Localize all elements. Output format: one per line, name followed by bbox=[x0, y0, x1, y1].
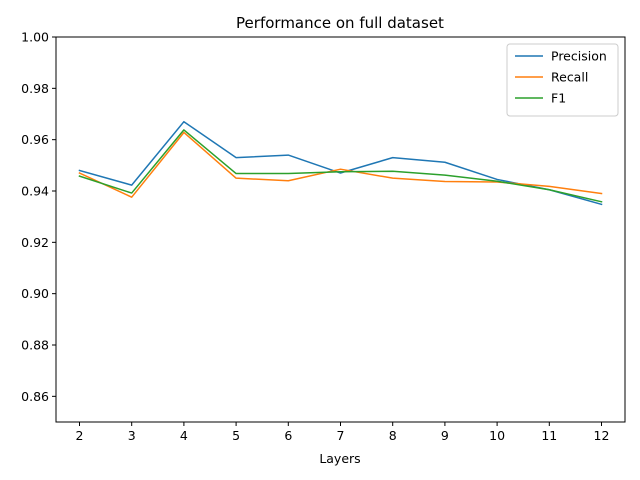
x-tick-label: 5 bbox=[232, 428, 240, 443]
y-tick-label: 0.88 bbox=[21, 338, 49, 353]
x-axis: 2 3 4 5 6 7 8 9 10 11 12 bbox=[76, 422, 610, 443]
x-tick-label: 8 bbox=[389, 428, 397, 443]
series-line-precision bbox=[78, 120, 603, 206]
x-tick-label: 12 bbox=[594, 428, 610, 443]
series-line-recall bbox=[78, 131, 603, 198]
y-tick-label: 0.92 bbox=[21, 235, 49, 250]
legend-label-precision: Precision bbox=[551, 49, 607, 64]
legend-label-recall: Recall bbox=[551, 70, 588, 85]
y-tick-label: 0.90 bbox=[21, 286, 49, 301]
plot-lines bbox=[78, 120, 603, 206]
y-axis: 0.86 0.88 0.90 0.92 0.94 0.96 0.98 1.00 bbox=[21, 30, 56, 404]
y-tick-label: 0.96 bbox=[21, 132, 49, 147]
y-tick-label: 1.00 bbox=[21, 30, 49, 45]
series-line-f1 bbox=[78, 129, 603, 203]
x-tick-label: 7 bbox=[337, 428, 345, 443]
x-axis-label: Layers bbox=[319, 451, 360, 466]
legend-label-f1: F1 bbox=[551, 91, 566, 106]
chart-title: Performance on full dataset bbox=[236, 14, 444, 32]
x-tick-label: 9 bbox=[441, 428, 449, 443]
x-tick-label: 2 bbox=[76, 428, 84, 443]
legend: Precision Recall F1 bbox=[506, 43, 619, 117]
y-tick-label: 0.98 bbox=[21, 81, 49, 96]
x-tick-label: 6 bbox=[284, 428, 292, 443]
x-tick-label: 4 bbox=[180, 428, 188, 443]
y-tick-label: 0.94 bbox=[21, 184, 49, 199]
x-tick-label: 10 bbox=[489, 428, 505, 443]
x-tick-label: 3 bbox=[128, 428, 136, 443]
x-tick-label: 11 bbox=[541, 428, 557, 443]
y-tick-label: 0.86 bbox=[21, 389, 49, 404]
